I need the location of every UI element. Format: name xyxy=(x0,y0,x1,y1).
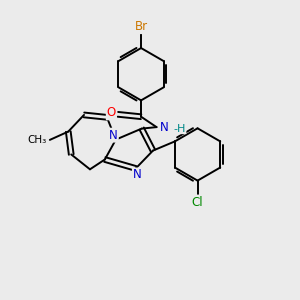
Text: O: O xyxy=(107,106,116,119)
Text: N: N xyxy=(109,129,118,142)
Text: Cl: Cl xyxy=(192,196,203,208)
Text: Br: Br xyxy=(134,20,148,33)
Text: CH₃: CH₃ xyxy=(28,135,47,145)
Text: N: N xyxy=(133,169,142,182)
Text: -H: -H xyxy=(173,124,186,134)
Text: N: N xyxy=(160,121,169,134)
